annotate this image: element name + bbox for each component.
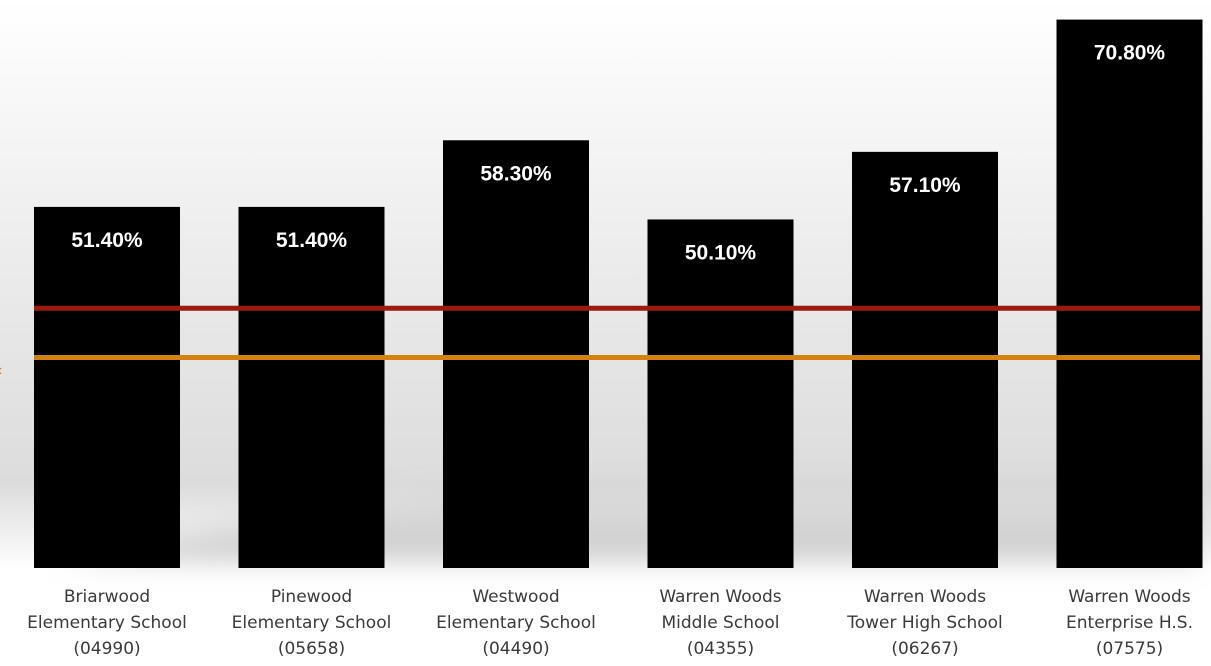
category-label-5-line-2: (07575) bbox=[1096, 639, 1163, 659]
data-label-3: 50.10% bbox=[685, 241, 757, 264]
bar-5 bbox=[1056, 19, 1203, 569]
data-label-4: 57.10% bbox=[889, 174, 961, 197]
category-label-1-line-0: Pinewood bbox=[271, 587, 352, 607]
data-label-5: 70.80% bbox=[1094, 42, 1166, 65]
category-label-0-line-2: (04990) bbox=[73, 639, 140, 659]
category-label-3-line-0: Warren Woods bbox=[659, 587, 781, 607]
category-label-3-line-2: (04355) bbox=[687, 639, 754, 659]
category-label-2-line-1: Elementary School bbox=[436, 613, 596, 633]
category-label-4-line-0: Warren Woods bbox=[864, 587, 986, 607]
edge-mark: ‹ bbox=[0, 362, 2, 379]
category-label-5-line-1: Enterprise H.S. bbox=[1066, 613, 1193, 633]
category-label-1-line-1: Elementary School bbox=[232, 613, 392, 633]
category-label-4-line-2: (06267) bbox=[891, 639, 958, 659]
category-labels-layer: Briarwood Elementary School (04990) Pinewoo… bbox=[27, 587, 1193, 659]
data-label-0: 51.40% bbox=[71, 229, 143, 252]
bar-0 bbox=[34, 206, 180, 568]
data-label-1: 51.40% bbox=[276, 229, 348, 252]
category-label-2-line-0: Westwood bbox=[472, 587, 559, 607]
category-label-0-line-1: Elementary School bbox=[27, 613, 187, 633]
category-label-5-line-0: Warren Woods bbox=[1068, 587, 1190, 607]
category-label-2-line-2: (04490) bbox=[482, 639, 549, 659]
bar-2 bbox=[443, 140, 589, 568]
category-label-4-line-1: Tower High School bbox=[846, 613, 1003, 633]
data-labels-layer: 51.40% 51.40% 58.30% 50.10% 57.10% 70.80% bbox=[71, 42, 1165, 265]
data-label-2: 58.30% bbox=[480, 162, 552, 185]
bar-1 bbox=[238, 206, 385, 568]
category-label-1-line-2: (05658) bbox=[278, 639, 345, 659]
reference-lines-layer bbox=[34, 305, 1200, 361]
category-label-3-line-1: Middle School bbox=[662, 613, 780, 633]
bar-3 bbox=[647, 219, 794, 568]
category-label-0-line-0: Briarwood bbox=[64, 587, 150, 607]
bars-layer bbox=[34, 19, 1203, 569]
